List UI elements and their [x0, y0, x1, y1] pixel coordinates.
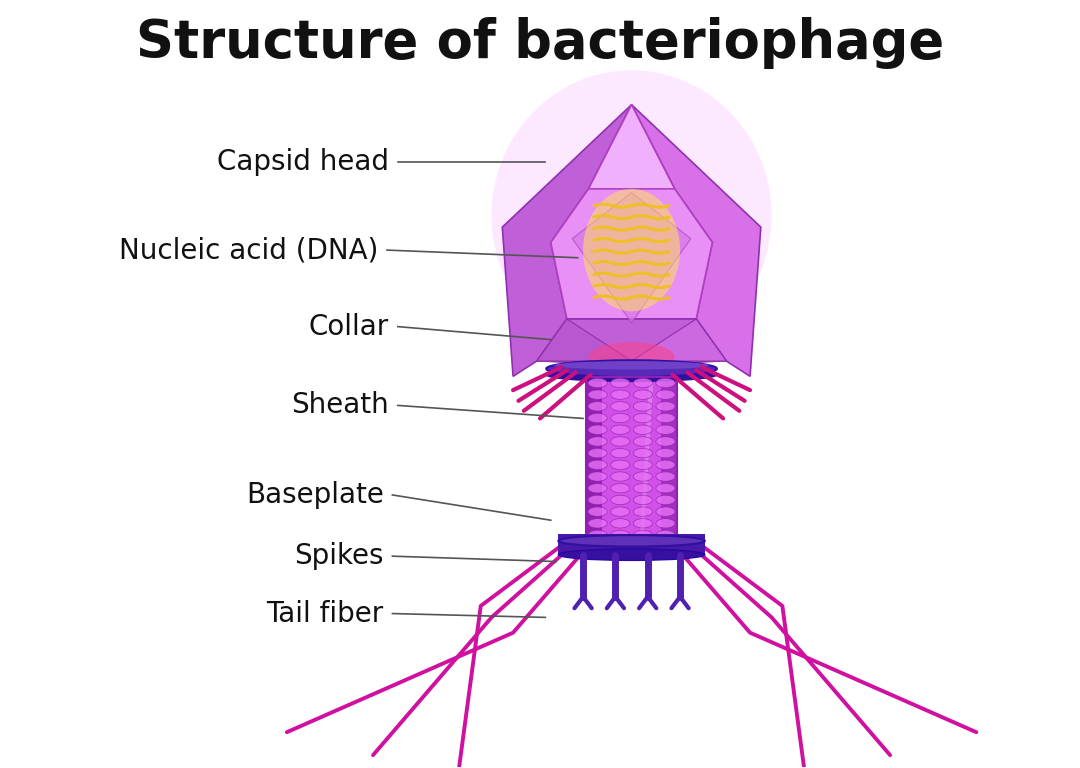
Ellipse shape	[610, 425, 630, 435]
Text: Capsid head: Capsid head	[217, 148, 389, 176]
Text: Baseplate: Baseplate	[246, 481, 383, 509]
Ellipse shape	[656, 507, 675, 516]
Ellipse shape	[588, 518, 607, 528]
Ellipse shape	[656, 437, 675, 446]
Ellipse shape	[656, 390, 675, 399]
Ellipse shape	[588, 413, 607, 422]
Bar	[586, 377, 603, 541]
Ellipse shape	[610, 449, 630, 458]
Text: Sheath: Sheath	[292, 392, 389, 419]
Ellipse shape	[610, 379, 630, 388]
Text: Spikes: Spikes	[295, 542, 383, 570]
Ellipse shape	[656, 531, 675, 540]
Ellipse shape	[588, 531, 607, 540]
Ellipse shape	[656, 402, 675, 411]
Polygon shape	[551, 104, 713, 319]
Ellipse shape	[588, 460, 607, 469]
Ellipse shape	[633, 379, 652, 388]
Ellipse shape	[610, 495, 630, 505]
Ellipse shape	[610, 531, 630, 540]
Text: Structure of bacteriophage: Structure of bacteriophage	[136, 18, 944, 69]
Ellipse shape	[633, 402, 652, 411]
Ellipse shape	[633, 413, 652, 422]
Ellipse shape	[610, 402, 630, 411]
Ellipse shape	[610, 507, 630, 516]
Ellipse shape	[610, 437, 630, 446]
Bar	[558, 534, 705, 554]
Bar	[586, 377, 677, 541]
Ellipse shape	[588, 484, 607, 493]
Ellipse shape	[633, 460, 652, 469]
Ellipse shape	[610, 460, 630, 469]
Ellipse shape	[656, 425, 675, 435]
Polygon shape	[632, 104, 760, 376]
Ellipse shape	[546, 369, 717, 382]
Polygon shape	[589, 104, 675, 189]
Polygon shape	[537, 319, 632, 361]
Text: Tail fiber: Tail fiber	[267, 600, 383, 627]
Ellipse shape	[588, 437, 607, 446]
Ellipse shape	[656, 495, 675, 505]
Ellipse shape	[656, 472, 675, 482]
Ellipse shape	[633, 472, 652, 482]
Ellipse shape	[491, 70, 771, 361]
Ellipse shape	[633, 518, 652, 528]
Bar	[661, 377, 677, 541]
Ellipse shape	[588, 507, 607, 516]
Ellipse shape	[610, 518, 630, 528]
Ellipse shape	[633, 531, 652, 540]
Text: Nucleic acid (DNA): Nucleic acid (DNA)	[119, 236, 378, 264]
Ellipse shape	[656, 518, 675, 528]
Ellipse shape	[588, 495, 607, 505]
Ellipse shape	[656, 484, 675, 493]
Text: Collar: Collar	[309, 313, 389, 341]
Ellipse shape	[589, 342, 675, 372]
Ellipse shape	[610, 413, 630, 422]
Ellipse shape	[633, 449, 652, 458]
Ellipse shape	[656, 379, 675, 388]
Polygon shape	[572, 193, 691, 323]
Polygon shape	[632, 319, 727, 361]
Ellipse shape	[588, 379, 607, 388]
Polygon shape	[543, 361, 720, 365]
Ellipse shape	[610, 472, 630, 482]
Ellipse shape	[610, 390, 630, 399]
Polygon shape	[537, 319, 727, 361]
Ellipse shape	[656, 449, 675, 458]
Ellipse shape	[588, 449, 607, 458]
Ellipse shape	[656, 413, 675, 422]
Ellipse shape	[633, 390, 652, 399]
Ellipse shape	[558, 535, 705, 547]
Ellipse shape	[554, 361, 710, 369]
Ellipse shape	[588, 472, 607, 482]
Ellipse shape	[633, 484, 652, 493]
Ellipse shape	[610, 484, 630, 493]
Ellipse shape	[633, 425, 652, 435]
Ellipse shape	[558, 549, 705, 561]
Ellipse shape	[588, 402, 607, 411]
Bar	[586, 377, 677, 541]
Ellipse shape	[546, 360, 717, 377]
Ellipse shape	[633, 507, 652, 516]
Ellipse shape	[633, 437, 652, 446]
Ellipse shape	[633, 495, 652, 505]
Ellipse shape	[588, 425, 607, 435]
Ellipse shape	[588, 390, 607, 399]
Polygon shape	[502, 104, 632, 376]
Ellipse shape	[656, 460, 675, 469]
Ellipse shape	[583, 189, 680, 311]
